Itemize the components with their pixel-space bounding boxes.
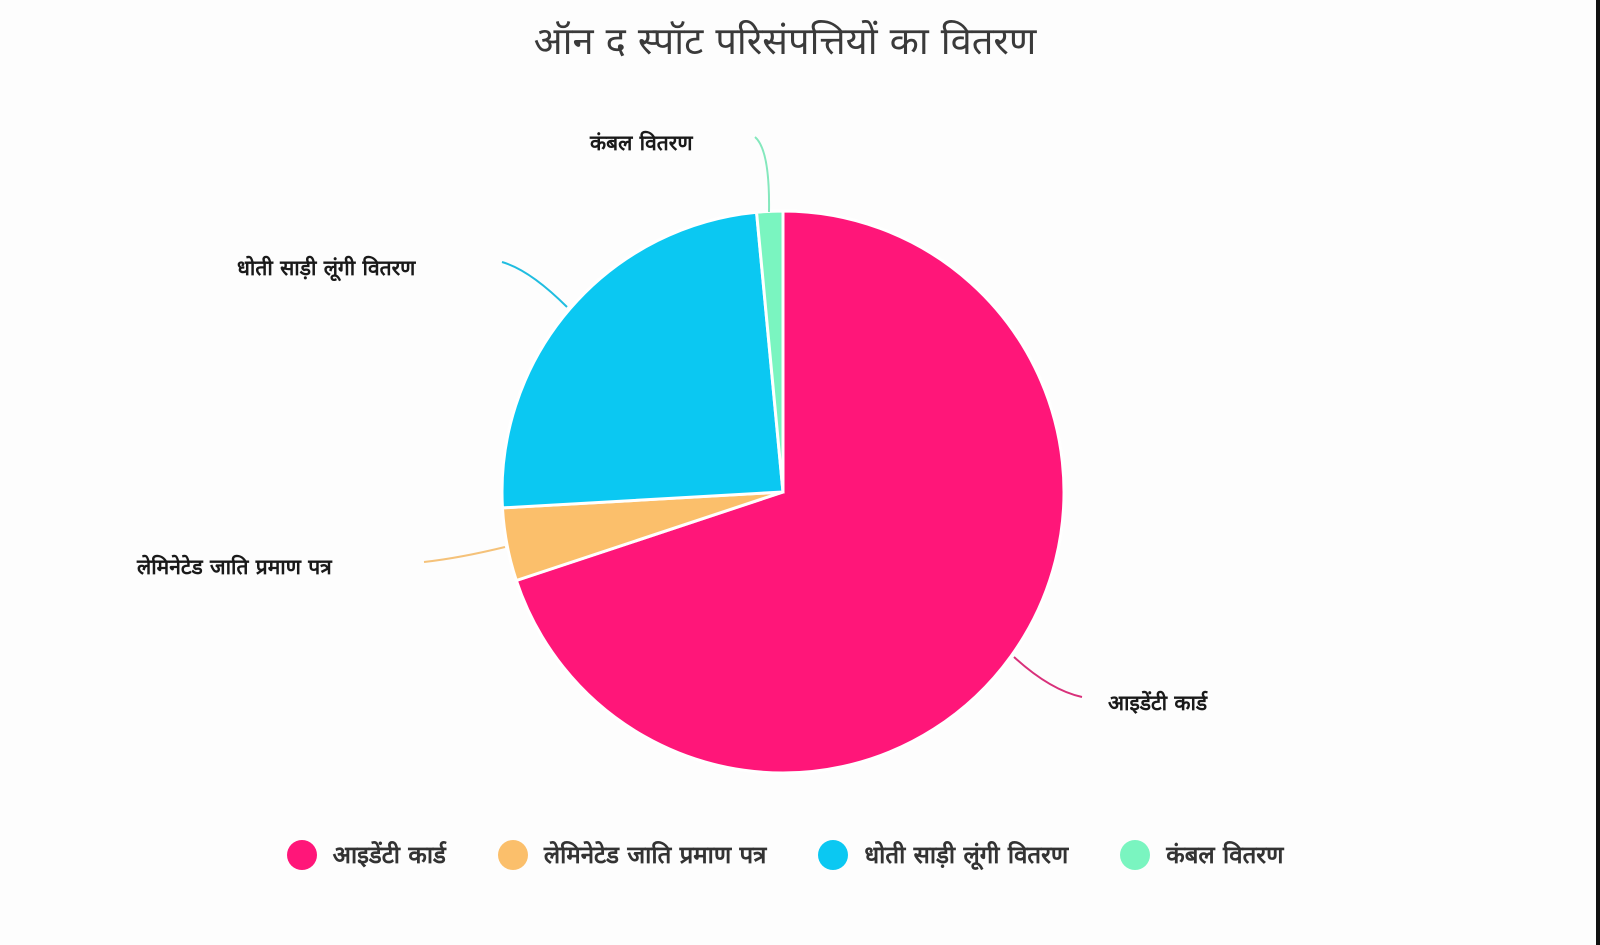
slice-label-caste: लेमिनेटेड जाति प्रमाण पत्र <box>137 555 332 579</box>
chart-legend: आइडेंटी कार्ड लेमिनेटेड जाति प्रमाण पत्र… <box>0 838 1570 871</box>
leader-line-dhoti <box>501 261 568 308</box>
pie-slice-dhoti[interactable] <box>500 210 785 510</box>
pie-slice-identity[interactable] <box>514 209 1066 775</box>
legend-label: कंबल वितरण <box>1166 841 1284 869</box>
slice-label-blanket: कंबल वितरण <box>590 131 693 155</box>
legend-dot-icon <box>497 839 528 870</box>
legend-item-dhoti[interactable]: धोती साड़ी लूंगी वितरण <box>818 838 1068 871</box>
slice-label-identity: आइडेंटी कार्ड <box>1108 691 1208 715</box>
slice-label-dhoti: धोती साड़ी लूंगी वितरण <box>237 256 416 280</box>
legend-item-caste[interactable]: लेमिनेटेड जाति प्रमाण पत्र <box>497 838 767 871</box>
pie-slices <box>500 209 1066 775</box>
legend-dot-icon <box>818 839 849 870</box>
legend-dot-icon <box>286 839 317 870</box>
chart-title: ऑन द स्पॉट परिसंपत्तियों का वितरण <box>533 19 1037 63</box>
legend-dot-icon <box>1120 839 1151 870</box>
window-edge <box>1596 0 1600 945</box>
legend-item-identity[interactable]: आइडेंटी कार्ड <box>286 838 446 871</box>
legend-label: लेमिनेटेड जाति प्रमाण पत्र <box>543 841 767 869</box>
leader-line-blanket <box>754 136 771 213</box>
leader-line-caste <box>423 546 506 563</box>
leader-line-identity <box>1013 656 1083 698</box>
legend-label: आइडेंटी कार्ड <box>332 841 446 869</box>
legend-label: धोती साड़ी लूंगी वितरण <box>864 841 1069 869</box>
legend-item-blanket[interactable]: कंबल वितरण <box>1120 838 1283 871</box>
